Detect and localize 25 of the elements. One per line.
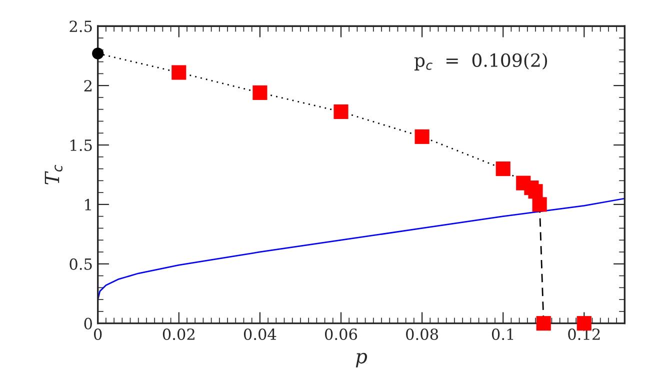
point bbox=[334, 104, 348, 119]
x-tick-label: 0 bbox=[94, 328, 102, 340]
y-axis-title: T$_{c}$ bbox=[44, 164, 62, 184]
point bbox=[414, 129, 430, 144]
x-tick-label: 0.1 bbox=[492, 328, 514, 340]
point bbox=[92, 48, 104, 60]
x-tick-label: 0.06 bbox=[324, 328, 358, 340]
x-tick-label: 0.04 bbox=[244, 328, 276, 340]
point bbox=[532, 197, 547, 212]
annotation: p$_{c}$ = 0.109(2) bbox=[414, 53, 548, 70]
point bbox=[528, 184, 543, 199]
y-tick-label: 0.5 bbox=[70, 258, 92, 270]
point bbox=[536, 316, 551, 331]
y-tick-label: 2.5 bbox=[70, 20, 92, 32]
line-series bbox=[98, 198, 625, 300]
point bbox=[252, 85, 268, 100]
point bbox=[172, 65, 186, 80]
point bbox=[496, 161, 510, 176]
y-tick-label: 0 bbox=[84, 318, 92, 330]
y-tick-label: 2 bbox=[84, 80, 92, 92]
x-tick-label: 0.08 bbox=[406, 328, 438, 340]
y-tick-label: 1.5 bbox=[70, 139, 92, 152]
x-axis-title: p bbox=[356, 352, 368, 368]
x-tick-label: 0.02 bbox=[162, 328, 194, 340]
y-tick-label: 1 bbox=[85, 198, 91, 210]
